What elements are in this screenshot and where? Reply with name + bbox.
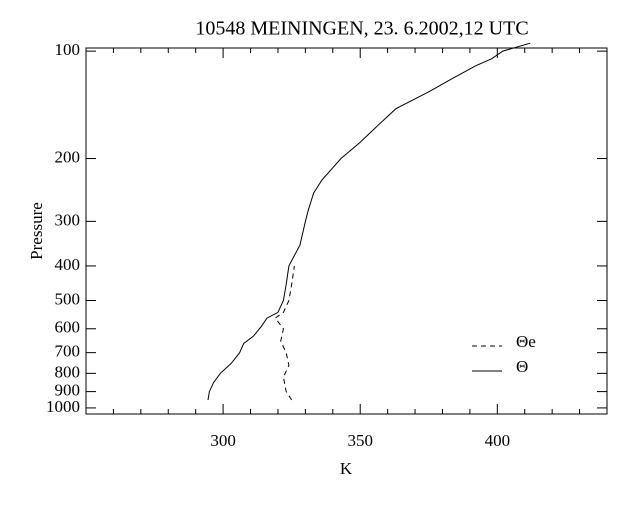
x-tick-label: 350 bbox=[347, 431, 373, 450]
y-tick-label: 300 bbox=[55, 210, 81, 229]
y-tick-label: 700 bbox=[55, 342, 81, 361]
legend-label: Θ bbox=[516, 357, 528, 376]
y-tick-label: 800 bbox=[55, 362, 81, 381]
y-tick-label: 1000 bbox=[46, 397, 80, 416]
x-axis-label: K bbox=[340, 459, 353, 478]
profile-line bbox=[207, 42, 531, 401]
y-tick-label: 600 bbox=[55, 318, 81, 337]
chart-title: 10548 MEININGEN, 23. 6.2002,12 UTC bbox=[195, 18, 528, 40]
y-tick-label: 900 bbox=[55, 381, 81, 400]
y-tick-label: 500 bbox=[55, 289, 81, 308]
y-tick-label: 100 bbox=[55, 40, 81, 59]
y-axis-label: Pressure bbox=[27, 202, 46, 260]
x-tick-label: 400 bbox=[485, 431, 511, 450]
profile-line bbox=[274, 265, 295, 401]
legend-label: Θe bbox=[516, 332, 536, 351]
plot-frame bbox=[85, 47, 608, 415]
y-tick-label: 200 bbox=[55, 147, 81, 166]
x-tick-label: 300 bbox=[210, 431, 236, 450]
y-tick-label: 400 bbox=[55, 255, 81, 274]
